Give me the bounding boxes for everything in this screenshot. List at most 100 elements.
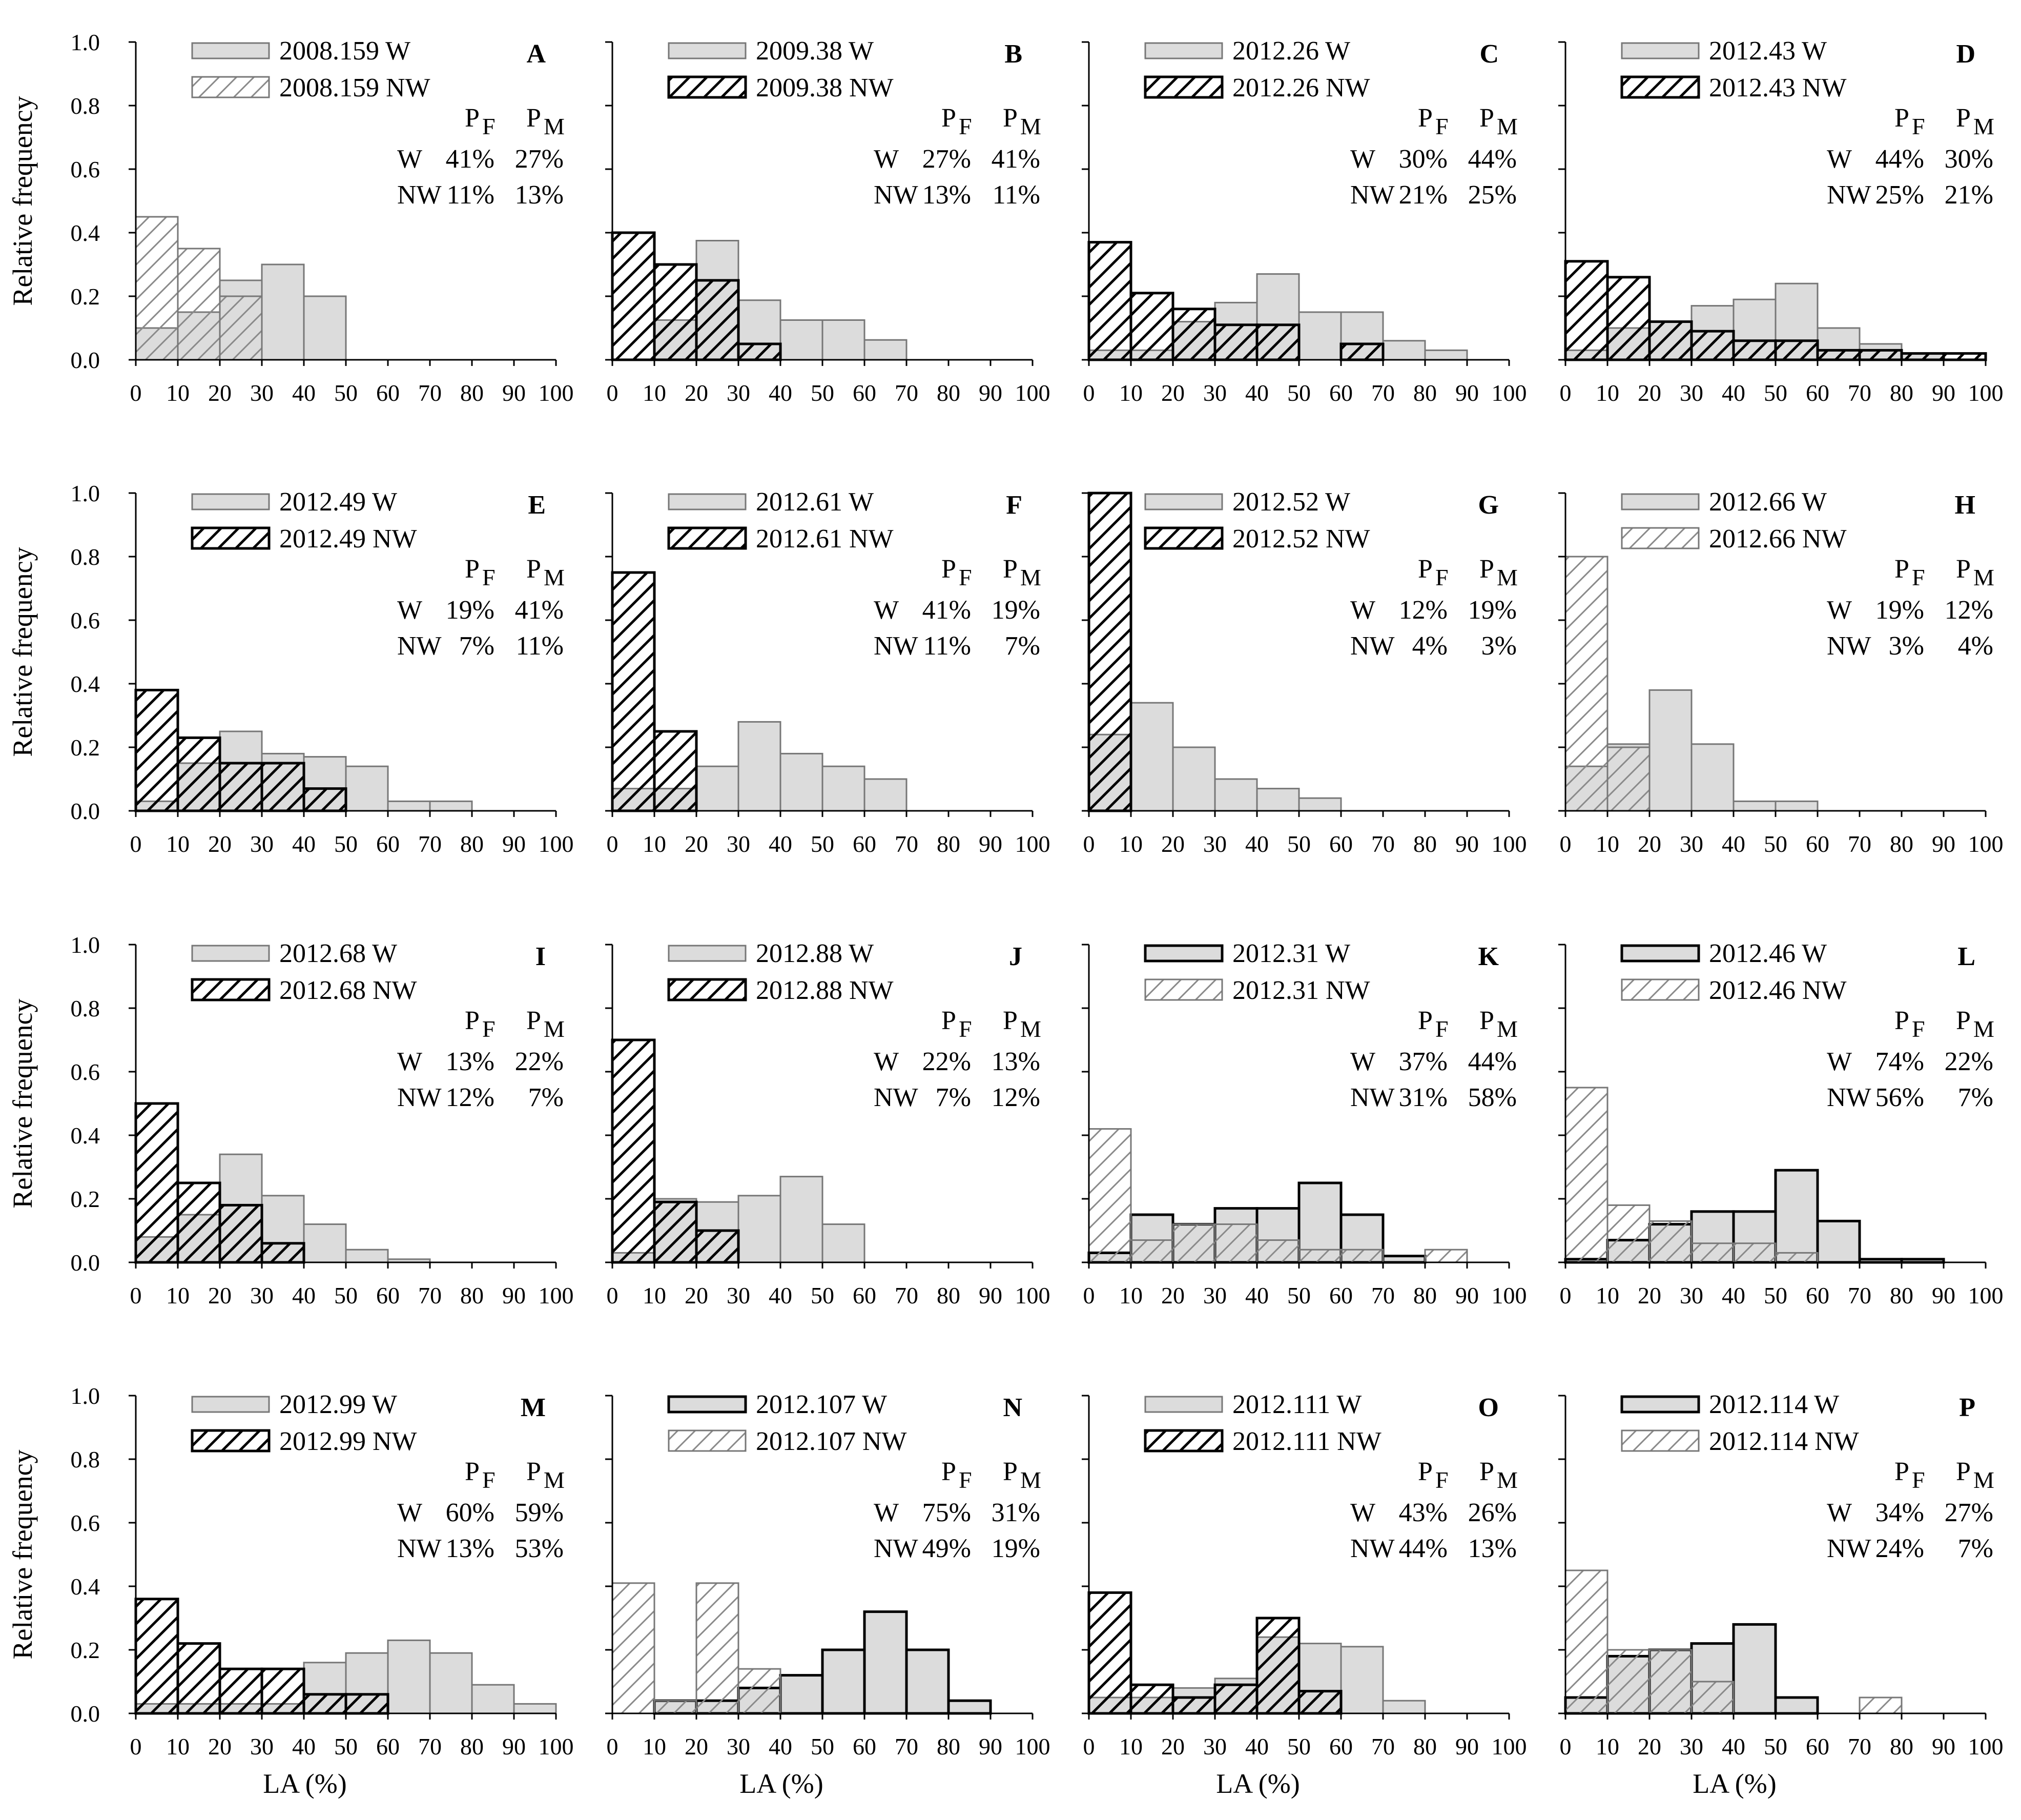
panel-letter: P bbox=[1959, 1393, 1975, 1422]
stats-pf-value: 49% bbox=[922, 1534, 971, 1563]
x-tick-label: 40 bbox=[769, 380, 792, 406]
nw-bar bbox=[302, 787, 347, 812]
stats-header: P bbox=[941, 555, 956, 584]
stats-header: P bbox=[941, 1457, 956, 1486]
stats-pf-value: 11% bbox=[923, 631, 971, 661]
nw-bar bbox=[1900, 352, 1945, 361]
w-bar bbox=[429, 1652, 473, 1714]
nw-bar bbox=[1298, 1249, 1342, 1263]
stats-row-label: W bbox=[1827, 1047, 1852, 1076]
nw-bar bbox=[1129, 292, 1174, 361]
x-tick-label: 30 bbox=[1203, 831, 1227, 857]
stats-row-label: NW bbox=[1350, 1083, 1395, 1112]
nw-bar bbox=[302, 1693, 347, 1715]
y-tick-label: 0.2 bbox=[71, 1186, 100, 1212]
w-bar bbox=[1214, 778, 1258, 812]
w-bar bbox=[387, 800, 431, 812]
y-tick-label: 0.4 bbox=[71, 1573, 100, 1600]
x-tick-label: 50 bbox=[334, 831, 358, 857]
x-tick-label: 40 bbox=[292, 1733, 316, 1760]
nw-bar bbox=[1088, 1128, 1132, 1263]
stats-row-label: W bbox=[1827, 145, 1852, 174]
nw-bar bbox=[737, 1668, 781, 1714]
stats-pf-value: 19% bbox=[446, 596, 494, 625]
x-tick-label: 70 bbox=[895, 1733, 918, 1760]
stats-pm-value: 11% bbox=[993, 180, 1040, 210]
legend-label-nw: 2012.114 NW bbox=[1709, 1427, 1859, 1456]
x-tick-label: 30 bbox=[1203, 1733, 1227, 1760]
stats-pm-value: 22% bbox=[515, 1047, 564, 1076]
y-tick-label: 0.8 bbox=[71, 544, 100, 570]
stats-header-subscript: F bbox=[1435, 1467, 1449, 1493]
legend-label-nw: 2008.159 NW bbox=[279, 73, 430, 103]
x-tick-label: 60 bbox=[1806, 1733, 1829, 1760]
nw-bar bbox=[1087, 492, 1132, 812]
w-bar bbox=[1298, 311, 1342, 361]
legend-swatch-nw bbox=[668, 1429, 747, 1452]
stats-header-subscript: F bbox=[1912, 564, 1925, 590]
x-tick-label: 0 bbox=[607, 831, 618, 857]
stats-header-subscript: F bbox=[959, 1016, 972, 1042]
w-bar bbox=[779, 1674, 824, 1715]
nw-bar bbox=[1606, 276, 1651, 361]
stats-pf-value: 34% bbox=[1875, 1498, 1924, 1527]
stats-header: P bbox=[1418, 555, 1433, 584]
w-bar bbox=[1340, 1646, 1384, 1714]
nw-bar bbox=[1733, 1242, 1777, 1263]
panel-letter: D bbox=[1956, 39, 1975, 69]
panel-i: 0.0 0.2 0.4 0.6 0.8 1.0 0 10 20 30 40 50 60 70 80 90 100… bbox=[7, 932, 574, 1308]
stats-pf-value: 74% bbox=[1875, 1047, 1924, 1076]
x-tick-label: 10 bbox=[1119, 1282, 1143, 1308]
stats-row-label: W bbox=[874, 145, 899, 174]
nw-bar bbox=[260, 1667, 305, 1715]
x-tick-label: 0 bbox=[1083, 380, 1095, 406]
w-bar bbox=[1732, 1623, 1777, 1715]
nw-bar bbox=[1564, 1569, 1608, 1714]
legend-swatch-w bbox=[667, 1395, 747, 1414]
w-bar bbox=[1381, 1255, 1427, 1264]
nw-bar bbox=[1255, 323, 1301, 361]
x-tick-label: 90 bbox=[502, 831, 526, 857]
stats-header: P bbox=[941, 1006, 956, 1035]
stats-pf-value: 41% bbox=[446, 145, 494, 174]
nw-bar bbox=[1564, 556, 1608, 812]
legend-label-nw: 2012.88 NW bbox=[756, 976, 894, 1005]
legend-swatch-nw bbox=[667, 978, 747, 1001]
x-tick-label: 70 bbox=[895, 1282, 918, 1308]
stats-header: P bbox=[1894, 1006, 1909, 1035]
x-tick-label: 70 bbox=[418, 1282, 442, 1308]
x-tick-label: 60 bbox=[853, 380, 876, 406]
stats-header: P bbox=[1418, 104, 1433, 133]
stats-pm-value: 21% bbox=[1945, 180, 1993, 210]
stats-pm-value: 30% bbox=[1945, 145, 1993, 174]
stats-pm-value: 27% bbox=[515, 145, 564, 174]
x-tick-label: 100 bbox=[1492, 1733, 1527, 1760]
y-tick-label: 0.8 bbox=[71, 1446, 100, 1473]
x-tick-label: 40 bbox=[1245, 1733, 1269, 1760]
w-bar bbox=[387, 1639, 431, 1714]
nw-bar bbox=[611, 571, 656, 812]
x-tick-label: 30 bbox=[1680, 1733, 1703, 1760]
stats-pm-value: 19% bbox=[992, 596, 1040, 625]
legend-swatch-w bbox=[1620, 944, 1700, 963]
stats-pm-value: 11% bbox=[516, 631, 564, 661]
stats-header: P bbox=[526, 1006, 541, 1035]
panel-k: 0 10 20 30 40 50 60 70 80 90 100 2012.31 W 2012.31 N… bbox=[1082, 939, 1527, 1308]
stats-header: P bbox=[526, 104, 541, 133]
x-tick-label: 0 bbox=[1560, 1733, 1572, 1760]
panel-g: 0 10 20 30 40 50 60 70 80 90 100 2012.52 W 2012.52 N… bbox=[1082, 487, 1527, 857]
x-tick-label: 50 bbox=[811, 831, 834, 857]
stats-header-subscript: F bbox=[1435, 113, 1449, 139]
x-tick-label: 50 bbox=[1287, 1282, 1311, 1308]
stats-header: P bbox=[1894, 104, 1909, 133]
w-bar bbox=[1298, 797, 1342, 812]
w-bar bbox=[345, 765, 389, 812]
legend-swatch-nw bbox=[191, 76, 270, 98]
stats-pf-value: 4% bbox=[1412, 631, 1448, 661]
legend-label-w: 2012.49 W bbox=[279, 487, 397, 517]
x-tick-label: 50 bbox=[1764, 380, 1787, 406]
x-tick-label: 70 bbox=[1371, 380, 1395, 406]
panel-letter: O bbox=[1478, 1393, 1499, 1422]
legend-swatch-w bbox=[668, 42, 747, 59]
x-tick-label: 40 bbox=[1722, 1282, 1745, 1308]
